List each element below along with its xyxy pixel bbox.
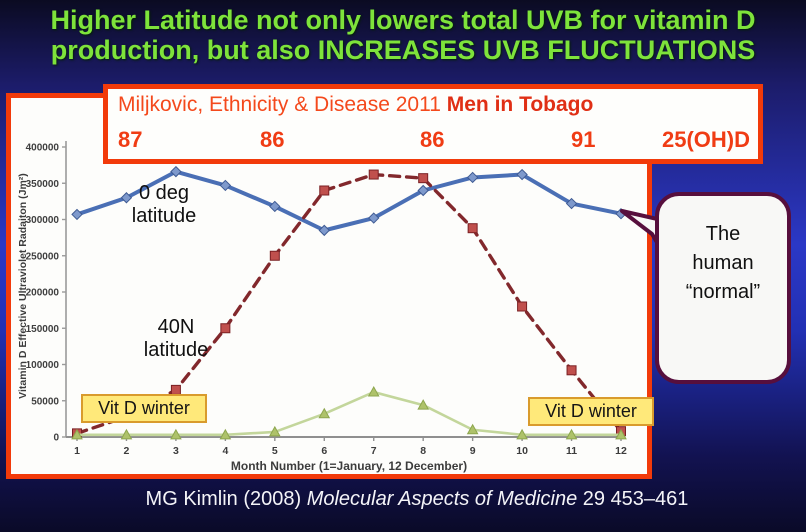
- svg-text:12: 12: [615, 445, 627, 457]
- svg-text:200000: 200000: [26, 288, 60, 299]
- value-q1: 87: [118, 127, 143, 152]
- svg-text:350000: 350000: [26, 179, 60, 190]
- svg-text:Month Number (1=January, 12 De: Month Number (1=January, 12 December): [231, 459, 467, 473]
- slide-title: Higher Latitude not only lowers total UV…: [0, 5, 806, 65]
- svg-text:4: 4: [222, 445, 228, 457]
- svg-text:6: 6: [321, 445, 327, 457]
- value-q4: 91: [571, 127, 596, 152]
- svg-text:250000: 250000: [26, 251, 60, 262]
- vit-d-winter-label-left: Vit D winter: [81, 394, 207, 423]
- svg-text:100000: 100000: [26, 360, 60, 371]
- study-cohort: Men in Tobago: [446, 93, 594, 116]
- svg-text:150000: 150000: [26, 324, 60, 335]
- citation: MG Kimlin (2008) Molecular Aspects of Me…: [14, 488, 806, 511]
- citation-journal: Molecular Aspects of Medicine: [306, 488, 578, 510]
- svg-text:400000: 400000: [26, 143, 60, 154]
- values-unit-label: 25(OH)D: [661, 127, 750, 152]
- svg-text:7: 7: [371, 445, 377, 457]
- study-header-box: Miljkovic, Ethnicity & Disease 2011 Men …: [103, 84, 763, 164]
- svg-text:5: 5: [272, 445, 278, 457]
- citation-authors: MG Kimlin (2008): [145, 488, 307, 510]
- svg-text:1: 1: [74, 445, 80, 457]
- svg-text:50000: 50000: [31, 396, 59, 407]
- chart-svg: 0 50000 100000 150000 200000 250000 300000 3500…: [26, 141, 627, 473]
- svg-text:9: 9: [470, 445, 476, 457]
- svg-text:2: 2: [124, 445, 130, 457]
- study-reference-line: Miljkovic, Ethnicity & Disease 2011 Men …: [118, 93, 593, 117]
- vit-d-winter-label-right: Vit D winter: [528, 397, 654, 426]
- svg-text:3: 3: [173, 445, 179, 457]
- slide-title-line1: Higher Latitude not only lowers total UV…: [50, 5, 756, 35]
- series-label-40n-latitude: 40N latitude: [143, 316, 209, 361]
- svg-text:11: 11: [566, 445, 577, 457]
- svg-text:8: 8: [420, 445, 426, 457]
- svg-text:0: 0: [53, 433, 59, 444]
- slide-title-line2: production, but also INCREASES UVB FLUCT…: [50, 35, 756, 65]
- series-label-0deg-latitude: 0 deg latitude: [131, 182, 197, 227]
- svg-text:300000: 300000: [26, 215, 60, 226]
- quarterly-25ohd-values: 87 86 86 91 25(OH)D: [108, 127, 758, 155]
- y-axis-label: Vitamin D Effective Ultraviolet Radaiton…: [17, 173, 29, 399]
- study-reference: Miljkovic, Ethnicity & Disease 2011: [118, 93, 441, 116]
- citation-volume-pages: 29 453–461: [577, 488, 689, 510]
- speech-bubble-human-normal: The human “normal”: [655, 192, 791, 384]
- svg-text:10: 10: [516, 445, 528, 457]
- value-q3: 86: [420, 127, 445, 152]
- value-q2: 86: [260, 127, 285, 152]
